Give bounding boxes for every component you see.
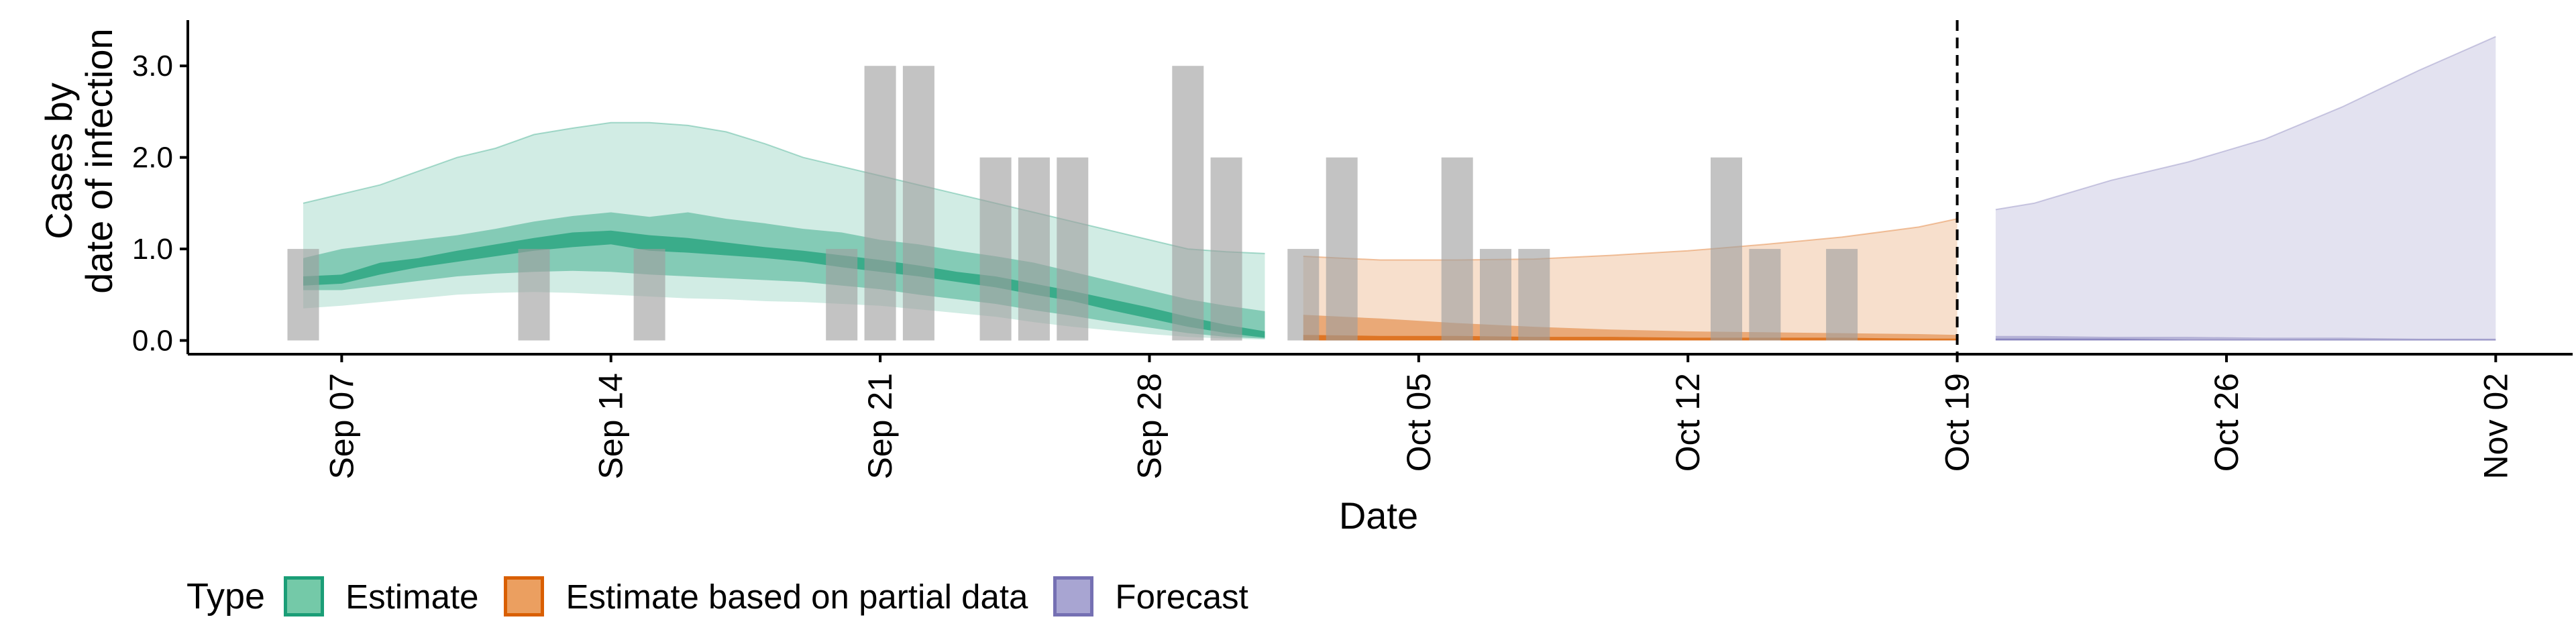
x-tick-label-4: Oct 05 bbox=[1400, 373, 1438, 472]
y-axis-title-line-1: Cases by bbox=[38, 83, 80, 239]
series-1 bbox=[1303, 218, 1957, 341]
case-bar-13 bbox=[1441, 157, 1473, 341]
x-tick-label-5: Oct 12 bbox=[1669, 373, 1707, 472]
axis-labels: Cases by date of infection Date bbox=[38, 28, 1418, 537]
case-bar-0 bbox=[287, 249, 319, 341]
y-axis-title-line-2: date of infection bbox=[78, 28, 120, 293]
legend-key-partial bbox=[504, 576, 545, 616]
reported-cases-bars bbox=[287, 66, 1858, 341]
case-bar-14 bbox=[1480, 249, 1511, 341]
y-tick-label-1: 1.0 bbox=[132, 233, 173, 266]
legend-item-partial: Estimate based on partial data bbox=[504, 576, 1028, 616]
axes: 0.0 1.0 2.0 3.0 Sep 07 Sep 14 Sep 21 Sep 28 Oct … bbox=[132, 20, 2573, 479]
case-bar-7 bbox=[1018, 157, 1050, 341]
case-bar-11 bbox=[1287, 249, 1320, 341]
bands-layer bbox=[303, 36, 2496, 341]
legend-key-estimate bbox=[284, 576, 325, 616]
case-bar-1 bbox=[518, 249, 550, 341]
legend: Type Estimate Estimate based on partial … bbox=[186, 576, 1274, 617]
x-tick-label-3: Sep 28 bbox=[1131, 373, 1169, 479]
case-bar-15 bbox=[1518, 249, 1550, 341]
x-tick-label-7: Oct 26 bbox=[2208, 373, 2245, 472]
case-bar-10 bbox=[1210, 157, 1242, 341]
case-bar-12 bbox=[1326, 157, 1358, 341]
case-bar-17 bbox=[1749, 249, 1781, 341]
band-edge-1 bbox=[1303, 218, 1957, 261]
case-bar-18 bbox=[1826, 249, 1858, 341]
x-tick-label-0: Sep 07 bbox=[323, 373, 360, 479]
x-tick-label-2: Sep 21 bbox=[861, 373, 899, 479]
band-outer-2 bbox=[1995, 36, 2496, 341]
legend-item-forecast: Forecast bbox=[1053, 576, 1248, 616]
band-edge-0 bbox=[303, 121, 1265, 254]
case-bar-4 bbox=[864, 66, 896, 341]
case-bar-16 bbox=[1711, 157, 1742, 341]
case-bar-3 bbox=[826, 249, 858, 341]
legend-title: Type bbox=[186, 576, 266, 616]
y-tick-label-2: 2.0 bbox=[132, 142, 173, 174]
case-bar-6 bbox=[979, 157, 1012, 341]
y-tick-label-3: 3.0 bbox=[132, 50, 173, 83]
x-tick-label-8: Nov 02 bbox=[2477, 373, 2514, 479]
x-tick-label-1: Sep 14 bbox=[592, 373, 630, 479]
band-inner-0 bbox=[303, 230, 1265, 338]
legend-key-forecast bbox=[1053, 576, 1094, 616]
x-axis-title: Date bbox=[1339, 494, 1418, 537]
case-bar-5 bbox=[902, 66, 934, 341]
series-2 bbox=[1995, 36, 2496, 341]
case-bar-9 bbox=[1172, 66, 1204, 341]
legend-label-estimate: Estimate bbox=[345, 577, 479, 616]
x-tick-label-6: Oct 19 bbox=[1939, 373, 1976, 472]
case-bar-8 bbox=[1057, 157, 1089, 341]
y-tick-label-0: 0.0 bbox=[132, 325, 173, 358]
band-inner-2 bbox=[1995, 338, 2496, 341]
legend-label-partial: Estimate based on partial data bbox=[566, 577, 1028, 616]
legend-label-forecast: Forecast bbox=[1115, 577, 1248, 616]
legend-item-estimate: Estimate bbox=[284, 576, 478, 616]
series-0 bbox=[303, 121, 1265, 340]
band-edge-2 bbox=[1995, 36, 2496, 211]
case-bar-2 bbox=[633, 249, 665, 341]
